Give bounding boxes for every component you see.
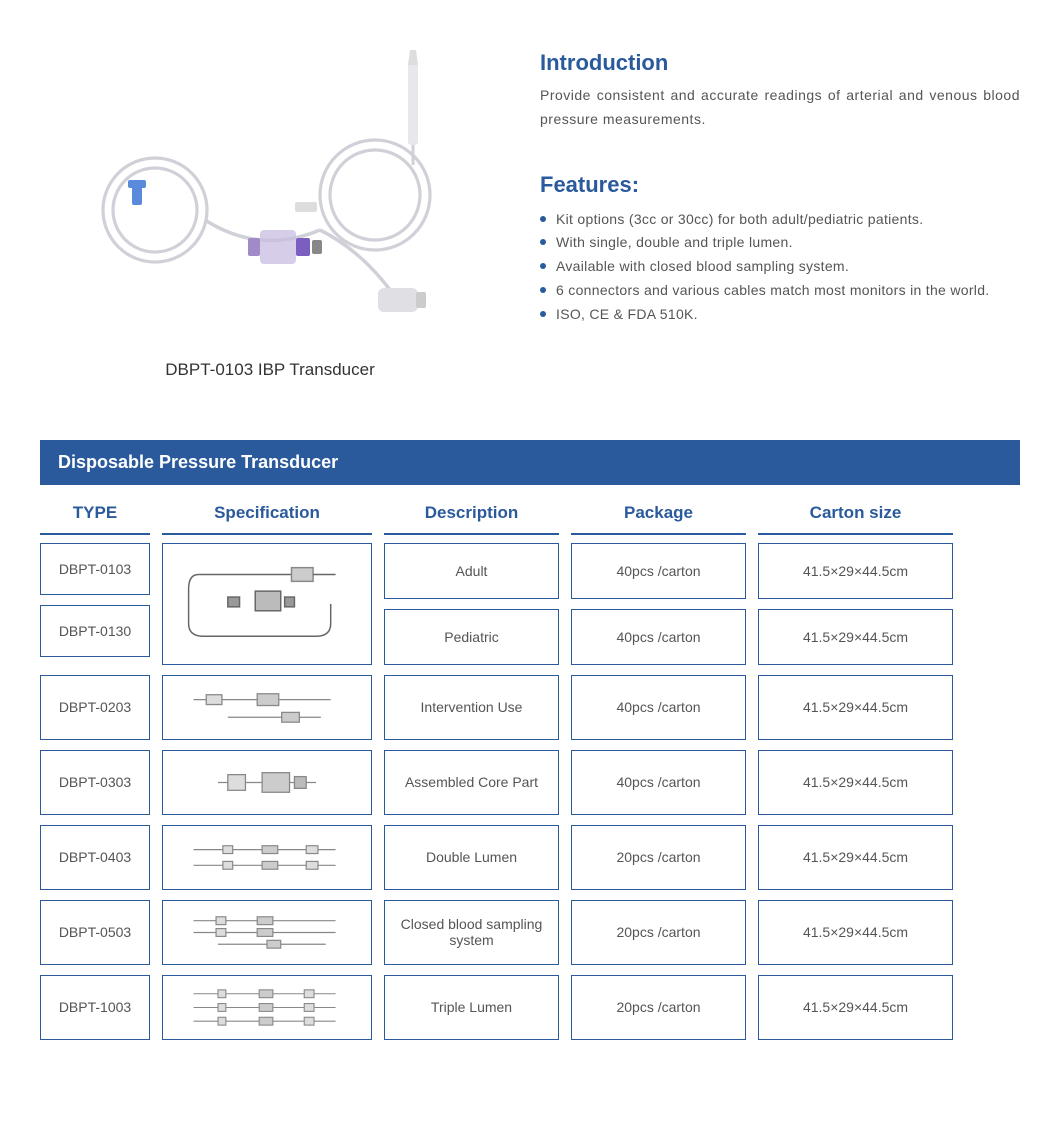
- top-section: DBPT-0103 IBP Transducer Introduction Pr…: [40, 30, 1020, 380]
- header-carton: Carton size: [758, 493, 953, 535]
- cell-spec-image: [162, 750, 372, 815]
- table-row: DBPT-0503 Closed blood sampling syst: [40, 900, 1020, 965]
- table-row: DBPT-0303 Assembled Core Part 40pcs /car…: [40, 750, 1020, 815]
- cell-carton: 41.5×29×44.5cm: [758, 543, 953, 599]
- cell-pkg: 40pcs /carton: [571, 543, 746, 599]
- cell-desc: Intervention Use: [384, 675, 559, 740]
- feature-item: Kit options (3cc or 30cc) for both adult…: [540, 208, 1020, 232]
- cell-pkg: 20pcs /carton: [571, 825, 746, 890]
- cell-spec-image: [162, 900, 372, 965]
- cell-pkg: 20pcs /carton: [571, 975, 746, 1040]
- feature-item: 6 connectors and various cables match mo…: [540, 279, 1020, 303]
- table-body: DBPT-0103 DBPT-0130: [40, 543, 1020, 1040]
- feature-item: Available with closed blood sampling sys…: [540, 255, 1020, 279]
- cell-type: DBPT-0130: [40, 605, 150, 657]
- header-spec: Specification: [162, 493, 372, 535]
- cell-desc: Double Lumen: [384, 825, 559, 890]
- cell-spec-image: [162, 675, 372, 740]
- intro-text: Provide consistent and accurate readings…: [540, 84, 1020, 132]
- cell-type: DBPT-0403: [40, 825, 150, 890]
- cell-pkg: 20pcs /carton: [571, 900, 746, 965]
- header-desc: Description: [384, 493, 559, 535]
- cell-spec-image: [162, 543, 372, 665]
- product-main-image: [60, 30, 480, 350]
- feature-item: With single, double and triple lumen.: [540, 231, 1020, 255]
- spec-diagram-icon: [169, 682, 365, 733]
- table-section: Disposable Pressure Transducer TYPE Spec…: [40, 440, 1020, 1040]
- cell-pkg: 40pcs /carton: [571, 750, 746, 815]
- cell-type: DBPT-1003: [40, 975, 150, 1040]
- cell-desc: Assembled Core Part: [384, 750, 559, 815]
- cell-desc: Closed blood sampling system: [384, 900, 559, 965]
- spec-diagram-icon: [169, 907, 365, 958]
- spec-diagram-icon: [169, 832, 365, 883]
- table-row: DBPT-1003: [40, 975, 1020, 1040]
- cell-type: DBPT-0103: [40, 543, 150, 595]
- spec-diagram-icon: [169, 550, 365, 658]
- product-caption: DBPT-0103 IBP Transducer: [165, 360, 374, 380]
- cell-carton: 41.5×29×44.5cm: [758, 975, 953, 1040]
- cell-desc: Adult: [384, 543, 559, 599]
- intro-title: Introduction: [540, 50, 1020, 76]
- cell-spec-image: [162, 975, 372, 1040]
- cell-pkg: 40pcs /carton: [571, 609, 746, 665]
- cell-carton: 41.5×29×44.5cm: [758, 609, 953, 665]
- cell-carton: 41.5×29×44.5cm: [758, 900, 953, 965]
- feature-item: ISO, CE & FDA 510K.: [540, 303, 1020, 327]
- cell-desc: Pediatric: [384, 609, 559, 665]
- info-area: Introduction Provide consistent and accu…: [540, 30, 1020, 380]
- table-header-row: TYPE Specification Description Package C…: [40, 493, 1020, 535]
- cell-type: DBPT-0203: [40, 675, 150, 740]
- header-type: TYPE: [40, 493, 150, 535]
- cell-desc: Triple Lumen: [384, 975, 559, 1040]
- cell-type: DBPT-0303: [40, 750, 150, 815]
- spec-diagram-icon: [169, 757, 365, 808]
- cell-type: DBPT-0503: [40, 900, 150, 965]
- cell-carton: 41.5×29×44.5cm: [758, 675, 953, 740]
- header-pkg: Package: [571, 493, 746, 535]
- cell-carton: 41.5×29×44.5cm: [758, 750, 953, 815]
- features-list: Kit options (3cc or 30cc) for both adult…: [540, 208, 1020, 327]
- cell-carton: 41.5×29×44.5cm: [758, 825, 953, 890]
- table-row: DBPT-0403 Double Lumen 20pcs /: [40, 825, 1020, 890]
- cell-pkg: 40pcs /carton: [571, 675, 746, 740]
- spec-diagram-icon: [169, 982, 365, 1033]
- cell-spec-image: [162, 825, 372, 890]
- features-title: Features:: [540, 172, 1020, 198]
- table-row-group: DBPT-0103 DBPT-0130: [40, 543, 1020, 665]
- table-row: DBPT-0203 Intervention Use 40pcs /carton…: [40, 675, 1020, 740]
- table-title: Disposable Pressure Transducer: [40, 440, 1020, 485]
- product-image-area: DBPT-0103 IBP Transducer: [40, 30, 500, 380]
